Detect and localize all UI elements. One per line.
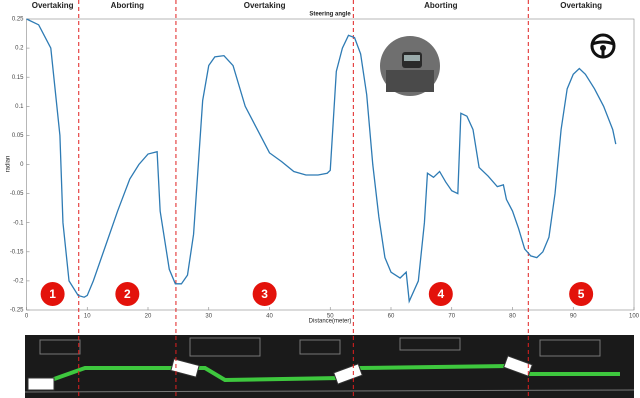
phase-label: Overtaking — [244, 1, 286, 10]
x-tick-label: 10 — [84, 314, 91, 320]
x-tick-label: 50 — [327, 314, 334, 320]
y-tick-label: 0.1 — [15, 104, 24, 110]
y-tick-label: 0 — [20, 162, 24, 168]
x-axis-label: Distance(meter) — [309, 319, 352, 325]
x-tick-label: 40 — [266, 314, 273, 320]
trajectory-map — [24, 335, 635, 398]
y-tick-label: -0.2 — [13, 278, 24, 284]
phase-marker-label: 1 — [49, 287, 56, 301]
phase-label: Aborting — [111, 1, 144, 10]
y-tick-label: 0.25 — [12, 17, 24, 23]
y-axis-label: radian — [6, 156, 12, 173]
phase-label: Overtaking — [560, 1, 602, 10]
steering-wheel-icon — [590, 33, 616, 59]
y-tick-label: -0.1 — [13, 220, 24, 226]
phase-marker-label: 2 — [124, 287, 131, 301]
phase-marker-label: 4 — [437, 287, 444, 301]
phase-marker-label: 5 — [578, 287, 585, 301]
x-tick-label: 90 — [570, 314, 577, 320]
chart-title: Steering angle — [309, 12, 351, 18]
steering-line — [26, 18, 617, 304]
y-tick-label: 0.05 — [12, 133, 24, 139]
phase-marker — [252, 282, 277, 306]
y-tick-label: 0.15 — [12, 75, 24, 81]
y-tick-label: -0.15 — [10, 249, 24, 255]
phase-marker — [428, 282, 453, 306]
phase-marker-label: 3 — [261, 287, 268, 301]
phase-marker — [115, 282, 140, 306]
phase-marker — [40, 282, 65, 306]
x-tick-label: 60 — [388, 314, 395, 320]
camera-thumbnail — [380, 36, 440, 96]
phase-label: Aborting — [424, 1, 457, 10]
x-tick-label: 70 — [448, 314, 455, 320]
x-tick-label: 30 — [205, 314, 212, 320]
x-tick-label: 20 — [145, 314, 152, 320]
x-tick-label: 100 — [629, 314, 640, 320]
phase-marker — [569, 282, 594, 306]
x-tick-label: 0 — [25, 314, 29, 320]
y-tick-label: -0.05 — [10, 191, 24, 197]
phase-label: Overtaking — [32, 1, 74, 10]
y-tick-label: -0.25 — [10, 308, 24, 314]
x-tick-label: 80 — [509, 314, 516, 320]
y-tick-label: 0.2 — [15, 46, 24, 52]
